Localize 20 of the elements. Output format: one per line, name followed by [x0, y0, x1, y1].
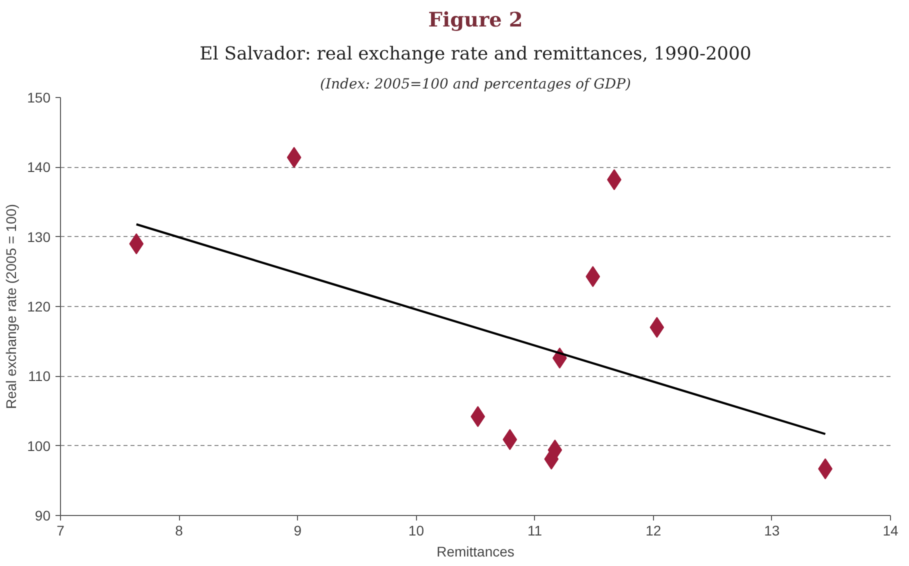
x-tick-label: 12	[646, 522, 662, 538]
x-tick-label: 8	[175, 522, 184, 538]
chart-subtitle: El Salvador: real exchange rate and remittances, 1990-2000	[200, 44, 752, 64]
y-tick-label: 130	[27, 228, 51, 245]
x-tick-label: 14	[882, 522, 898, 538]
y-tick-label: 120	[27, 298, 51, 314]
y-tick-label: 150	[27, 90, 51, 106]
y-tick-label: 100	[27, 438, 51, 454]
x-tick-label: 13	[764, 522, 780, 538]
text: (Index: 2005=100 and percentages of GDP)	[320, 76, 631, 92]
y-tick-label: 140	[27, 159, 51, 176]
x-tick-label: 7	[56, 522, 65, 538]
x-tick-label: 9	[294, 522, 302, 538]
x-tick-label: 10	[408, 522, 424, 538]
x-tick-label: 11	[528, 522, 542, 538]
y-tick-label: 90	[34, 508, 51, 524]
y-tick-label: 110	[28, 368, 51, 384]
x-axis-title: Remittances	[436, 544, 514, 560]
chart-title: Figure 2	[428, 8, 523, 32]
y-axis-title: Real exchange rate (2005 = 100)	[3, 204, 20, 410]
